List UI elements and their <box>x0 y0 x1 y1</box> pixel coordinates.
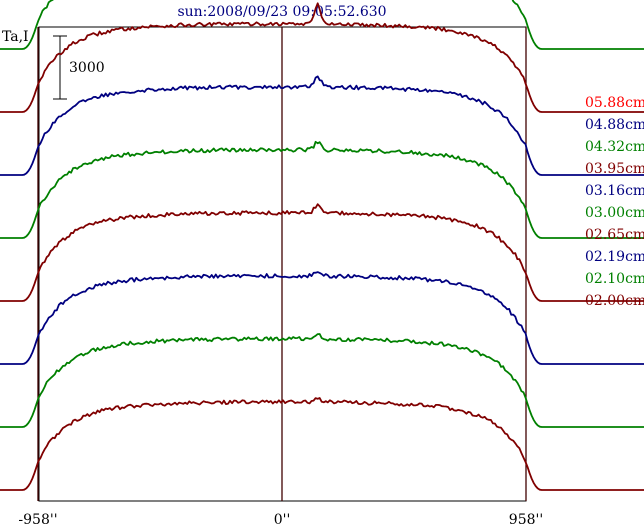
legend-entry-5: 03.00cm <box>585 205 644 221</box>
series-line-5 <box>0 140 644 239</box>
legend-entry-1: 04.88cm <box>585 117 644 133</box>
x-tick-label-1: -958'' <box>18 512 57 528</box>
legend-entry-7: 02.19cm <box>585 249 644 265</box>
x-tick-label-2: 0'' <box>274 512 291 528</box>
legend-entry-0: 05.88cm <box>585 95 644 111</box>
x-axis-ticks: -1916''-958''0''958''1916'' <box>18 512 543 528</box>
y-axis-label: Ta,I <box>2 29 29 45</box>
series-curves <box>0 0 644 491</box>
legend-entry-4: 03.16cm <box>585 183 644 199</box>
legend-entry-3: 03.95cm <box>585 161 644 177</box>
scale-bar: 3000 <box>53 35 105 100</box>
legend-entry-8: 02.10cm <box>585 271 644 287</box>
series-line-8 <box>0 333 644 428</box>
series-line-7 <box>0 271 644 365</box>
series-line-3 <box>0 2 644 113</box>
x-tick-label-3: 958'' <box>509 512 543 528</box>
series-line-6 <box>0 203 644 302</box>
series-line-4 <box>0 75 644 176</box>
legend-entry-9: 02.00cm <box>585 293 644 309</box>
series-line-9 <box>0 397 644 491</box>
series-line-2 <box>0 0 644 50</box>
legend-entry-6: 02.65cm <box>585 227 644 243</box>
legend-entry-2: 04.32cm <box>585 139 644 155</box>
chart-title: sun:2008/09/23 09:05:52.630 <box>177 4 386 20</box>
legend: 05.88cm 04.88cm 04.32cm 03.95cm 03.16cm 03.00… <box>585 95 644 309</box>
scale-bar-label: 3000 <box>69 60 105 76</box>
vertical-guides <box>37 27 527 501</box>
